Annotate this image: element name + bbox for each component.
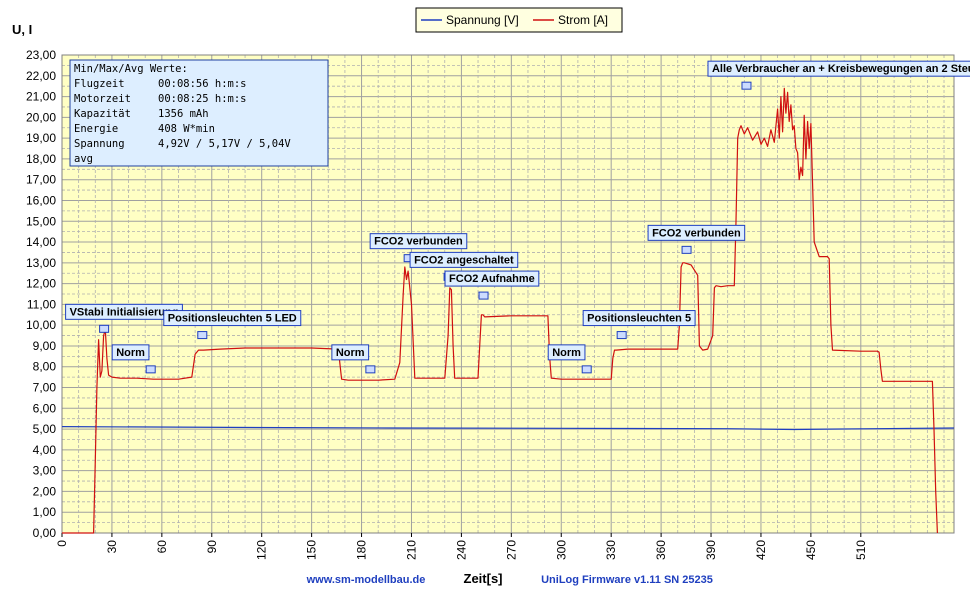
plot-border <box>61 54 955 534</box>
x-tick-label: 300 <box>554 540 568 560</box>
annotation-marker <box>145 365 156 374</box>
y-tick-label: 0,00 <box>33 526 57 540</box>
axes: 0,00 1,00 2,00 3,00 4,00 5,00 6,00 7,00 8,00 9,00… <box>26 48 868 560</box>
annotation-box <box>547 344 586 361</box>
annotation-label: Positionsleuchten 5 LED <box>168 313 297 325</box>
annotation-label: FCO2 verbunden <box>652 227 741 239</box>
legend: Spannung [V] Strom [A] <box>415 7 623 33</box>
annotation-label: Norm <box>116 347 145 359</box>
x-tick-label: 240 <box>454 540 468 560</box>
annotation-marker <box>616 331 627 340</box>
x-tick-label: 510 <box>854 540 868 560</box>
y-tick-label: 6,00 <box>33 401 57 415</box>
series <box>61 87 955 534</box>
x-tick-label: 30 <box>105 540 119 554</box>
stats-value-flugzeit: 00:08:56 h:m:s <box>158 78 247 90</box>
stats-value-spannung: 4,92V / 5,17V / 5,04V <box>158 138 291 150</box>
x-tick-label: 180 <box>355 540 369 560</box>
y-tick-label: 4,00 <box>33 443 57 457</box>
stats-value-motorzeit: 00:08:25 h:m:s <box>158 93 247 105</box>
footer-firmware: UniLog Firmware v1.11 SN 25235 <box>541 574 713 586</box>
annotation-marker <box>365 365 376 374</box>
annotation-marker <box>581 365 592 374</box>
y-tick-label: 20,00 <box>26 110 56 124</box>
annotation-label: Norm <box>552 347 581 359</box>
x-tick-label: 270 <box>504 540 518 560</box>
annotation-label: Alle Verbraucher an + Kreisbewegungen an… <box>712 63 970 75</box>
annotation-marker <box>478 291 489 300</box>
y-tick-label: 8,00 <box>33 360 57 374</box>
y-tick-label: 3,00 <box>33 464 57 478</box>
stats-value-kapazitaet: 1356 mAh <box>158 108 209 120</box>
x-tick-label: 0 <box>55 540 69 547</box>
series-line-spannung <box>61 426 955 431</box>
y-tick-label: 21,00 <box>26 90 56 104</box>
x-tick-label: 150 <box>305 540 319 560</box>
annotations: VStabi Initialisierung Norm Positionsleuch… <box>65 60 970 374</box>
x-tick-label: 360 <box>654 540 668 560</box>
x-axis-title: Zeit[s] <box>464 571 503 586</box>
x-tick-label: 210 <box>404 540 418 560</box>
stats-label-motorzeit: Motorzeit <box>74 93 131 105</box>
annotation-box <box>163 310 302 327</box>
annotation-box <box>444 270 540 287</box>
footer-website: www.sm-modellbau.de <box>306 574 426 586</box>
y-tick-label: 2,00 <box>33 484 57 498</box>
annotation-box <box>331 344 370 361</box>
stats-label-flugzeit: Flugzeit <box>74 78 125 90</box>
y-tick-label: 19,00 <box>26 131 56 145</box>
annotation-label: VStabi Initialisierung <box>70 306 179 318</box>
y-tick-label: 22,00 <box>26 69 56 83</box>
legend-label-spannung: Spannung [V] <box>446 13 519 27</box>
annotation-box <box>647 224 746 241</box>
annotation-marker <box>681 245 692 254</box>
annotation-box <box>111 344 150 361</box>
y-axis-title: U, I <box>12 22 32 37</box>
annotation-label: FCO2 Aufnahme <box>449 273 535 285</box>
x-tick-label: 90 <box>205 540 219 554</box>
annotation-label: FCO2 verbunden <box>374 236 463 248</box>
annotation-label: Positionsleuchten 5 <box>587 313 691 325</box>
legend-label-strom: Strom [A] <box>558 13 608 27</box>
x-tick-label: 330 <box>604 540 618 560</box>
y-tick-label: 11,00 <box>27 297 56 311</box>
x-tick-label: 120 <box>255 540 269 560</box>
x-tick-label: 450 <box>804 540 818 560</box>
series-line-strom <box>62 87 938 534</box>
stats-label-spannung: Spannung <box>74 138 125 150</box>
annotation-marker <box>197 331 208 340</box>
x-tick-label: 420 <box>754 540 768 560</box>
y-tick-label: 23,00 <box>26 48 56 62</box>
stats-title: Min/Max/Avg Werte: <box>74 63 188 75</box>
y-tick-label: 10,00 <box>26 318 56 332</box>
y-tick-label: 5,00 <box>33 422 57 436</box>
x-tick-label: 60 <box>155 540 169 554</box>
y-tick-label: 9,00 <box>33 339 57 353</box>
y-tick-label: 13,00 <box>26 256 56 270</box>
annotation-label: Norm <box>336 347 365 359</box>
y-tick-label: 7,00 <box>33 381 57 395</box>
stats-label-energie: Energie <box>74 123 118 135</box>
x-tick-label: 390 <box>704 540 718 560</box>
y-tick-label: 1,00 <box>33 505 57 519</box>
stats-value-energie: 408 W*min <box>158 123 215 135</box>
y-tick-label: 15,00 <box>26 214 56 228</box>
y-tick-label: 14,00 <box>26 235 56 249</box>
y-tick-label: 12,00 <box>26 277 56 291</box>
stats-footer: avg <box>74 153 93 165</box>
annotation-box <box>582 310 696 327</box>
annotation-marker <box>741 81 752 90</box>
stats-box: Min/Max/Avg Werte: Flugzeit 00:08:56 h:m… <box>69 59 329 167</box>
y-tick-label: 16,00 <box>26 193 56 207</box>
annotation-label: FCO2 angeschaltet <box>414 254 514 266</box>
y-tick-label: 17,00 <box>26 173 56 187</box>
annotation-box <box>369 233 468 250</box>
y-tick-label: 18,00 <box>26 152 56 166</box>
annotation-marker <box>99 324 110 333</box>
annotation-box <box>409 251 519 268</box>
stats-label-kapazitaet: Kapazität <box>74 108 131 120</box>
annotation-box <box>707 60 970 77</box>
